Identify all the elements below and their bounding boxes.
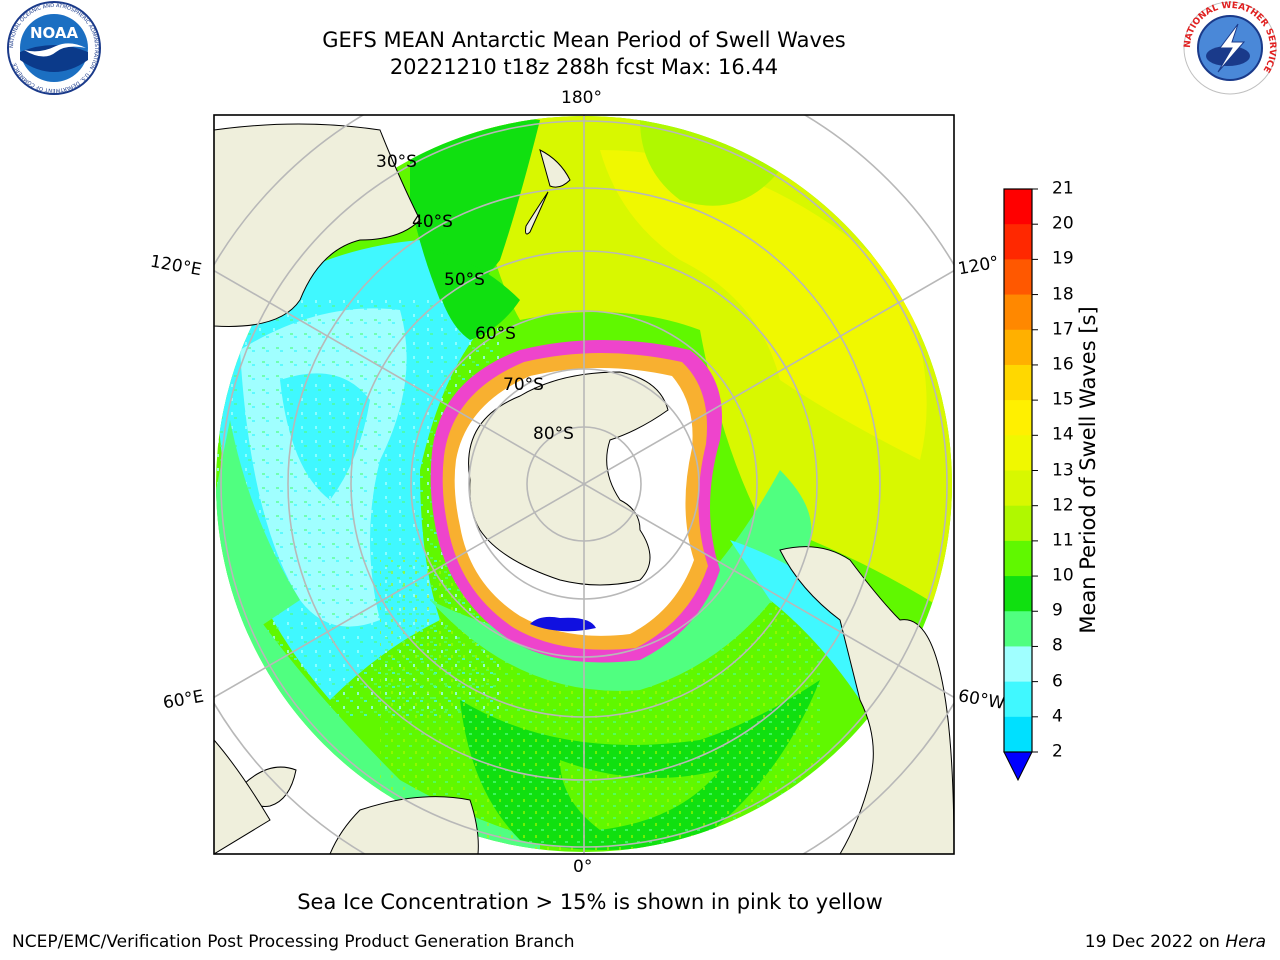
colorbar-segment [1004,259,1032,296]
colorbar-tick-label: 19 [1052,248,1074,269]
colorbar-tick-label: 6 [1052,671,1063,692]
lat-label-50s: 50°S [444,270,485,290]
colorbar-segment [1004,540,1032,577]
lat-label-60s: 60°S [475,324,516,344]
colorbar-tick-label: 14 [1052,424,1074,445]
lat-label-70s: 70°S [503,375,544,395]
lat-label-80s: 80°S [533,424,574,444]
colorbar-segment [1004,470,1032,507]
lat-label-30s: 30°S [376,152,417,172]
colorbar-segment [1004,435,1032,471]
colorbar-tick-label: 8 [1052,635,1063,656]
map-title: GEFS MEAN Antarctic Mean Period of Swell… [322,28,846,52]
nws-logo: NATIONAL WEATHER SERVICE [1183,1,1277,95]
colorbar-tick-label: 2 [1052,741,1063,762]
colorbar-tick-label: 18 [1052,284,1074,305]
footer-date-text: 19 Dec 2022 on [1084,932,1220,952]
colorbar-tick-label: 4 [1052,706,1063,727]
map-frame [213,114,955,855]
sea-ice-caption: Sea Ice Concentration > 15% is shown in … [0,890,1280,914]
footer-machine: Hera [1225,932,1266,952]
colorbar-tick-label: 15 [1052,389,1074,410]
colorbar-label: Mean Period of Swell Waves [s] [1076,306,1100,634]
colorbar-segment [1004,611,1032,647]
colorbar-tick-label: 20 [1052,213,1074,234]
colorbar-segment [1004,505,1032,542]
footer-date: 19 Dec 2022 on Hera [1085,932,1266,952]
colorbar-segment [1004,576,1032,612]
lon-label-0: 0° [573,857,593,877]
colorbar-tick-label: 9 [1052,600,1063,621]
graticule [214,115,954,854]
colorbar-extend-arrow [1003,751,1033,782]
caption-text: Sea Ice Concentration > 15% is shown in … [297,890,883,914]
colorbar-tick-label: 17 [1052,319,1074,340]
colorbar-segment [1004,681,1032,718]
colorbar-tick-label: 12 [1052,495,1074,516]
colorbar-tick-label: 11 [1052,530,1074,551]
lon-label-180: 180° [561,88,602,108]
lat-label-40s: 40°S [412,212,453,232]
colorbar-tick-label: 10 [1052,565,1074,586]
noaa-logo-text: NOAA [30,24,79,42]
colorbar-segment [1004,646,1032,683]
footer-source: NCEP/EMC/Verification Post Processing Pr… [12,932,575,952]
colorbar-segment [1004,294,1032,331]
colorbar-segment [1004,364,1032,401]
colorbar-tick-label: 21 [1052,178,1074,199]
colorbar-segment [1004,224,1032,260]
colorbar-segment [1004,400,1032,436]
map-subtitle: 20221210 t18z 288h fcst Max: 16.44 [389,55,779,79]
colorbar-tick-label: 16 [1052,354,1074,375]
colorbar-segment [1004,189,1032,225]
colorbar-segment [1004,329,1032,366]
colorbar-segment [1004,716,1032,753]
colorbar-tick-label: 13 [1052,460,1074,480]
noaa-logo: NOAA NATIONAL OCEANIC AND ATMOSPHERIC AD… [7,1,101,95]
land [214,123,954,854]
